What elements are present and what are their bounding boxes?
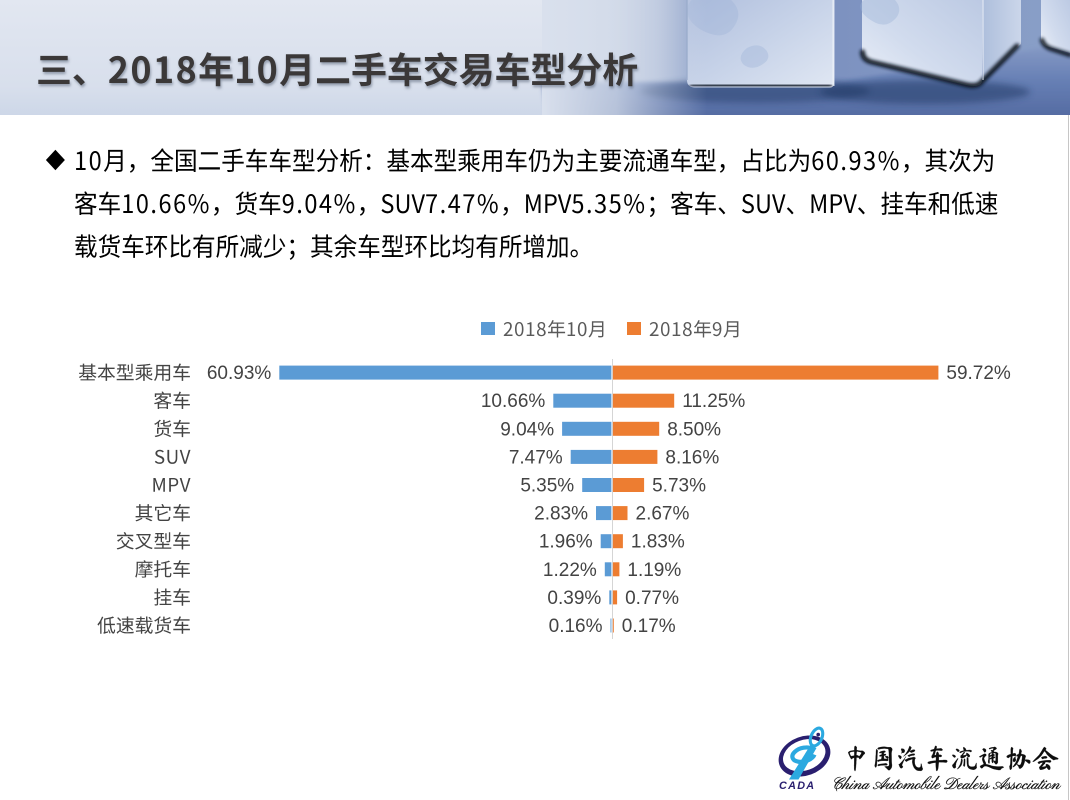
svg-text:11.25%: 11.25% (682, 391, 745, 412)
svg-text:8.16%: 8.16% (665, 447, 719, 468)
svg-text:0.16%: 0.16% (549, 616, 603, 637)
svg-text:9.04%: 9.04% (500, 419, 554, 440)
svg-text:60.93%: 60.93% (207, 363, 272, 384)
svg-text:8.50%: 8.50% (667, 419, 721, 440)
svg-text:5.73%: 5.73% (652, 476, 706, 497)
svg-text:0.77%: 0.77% (625, 588, 679, 609)
svg-text:10.66%: 10.66% (481, 391, 546, 412)
svg-text:1.19%: 1.19% (627, 560, 681, 581)
svg-text:5.35%: 5.35% (520, 476, 574, 497)
svg-text:59.72%: 59.72% (946, 363, 1011, 384)
svg-text:2.83%: 2.83% (534, 504, 588, 525)
svg-text:2.67%: 2.67% (636, 504, 690, 525)
svg-text:1.22%: 1.22% (543, 560, 597, 581)
svg-text:1.96%: 1.96% (539, 532, 593, 553)
svg-text:7.47%: 7.47% (509, 447, 563, 468)
svg-text:0.17%: 0.17% (622, 616, 676, 637)
svg-text:0.39%: 0.39% (547, 588, 601, 609)
svg-text:CADA: CADA (779, 780, 815, 792)
svg-text:1.83%: 1.83% (631, 532, 685, 553)
